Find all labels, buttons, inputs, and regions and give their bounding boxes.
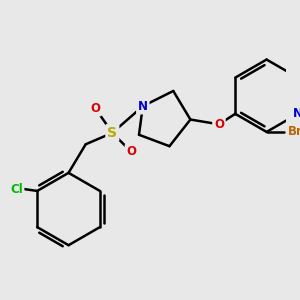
Text: S: S bbox=[107, 126, 117, 140]
Text: N: N bbox=[293, 107, 300, 120]
Text: N: N bbox=[138, 100, 148, 113]
Text: O: O bbox=[214, 118, 224, 131]
Text: O: O bbox=[126, 146, 136, 158]
Text: Cl: Cl bbox=[10, 182, 22, 196]
Text: Br: Br bbox=[288, 125, 300, 138]
Text: O: O bbox=[90, 102, 100, 115]
